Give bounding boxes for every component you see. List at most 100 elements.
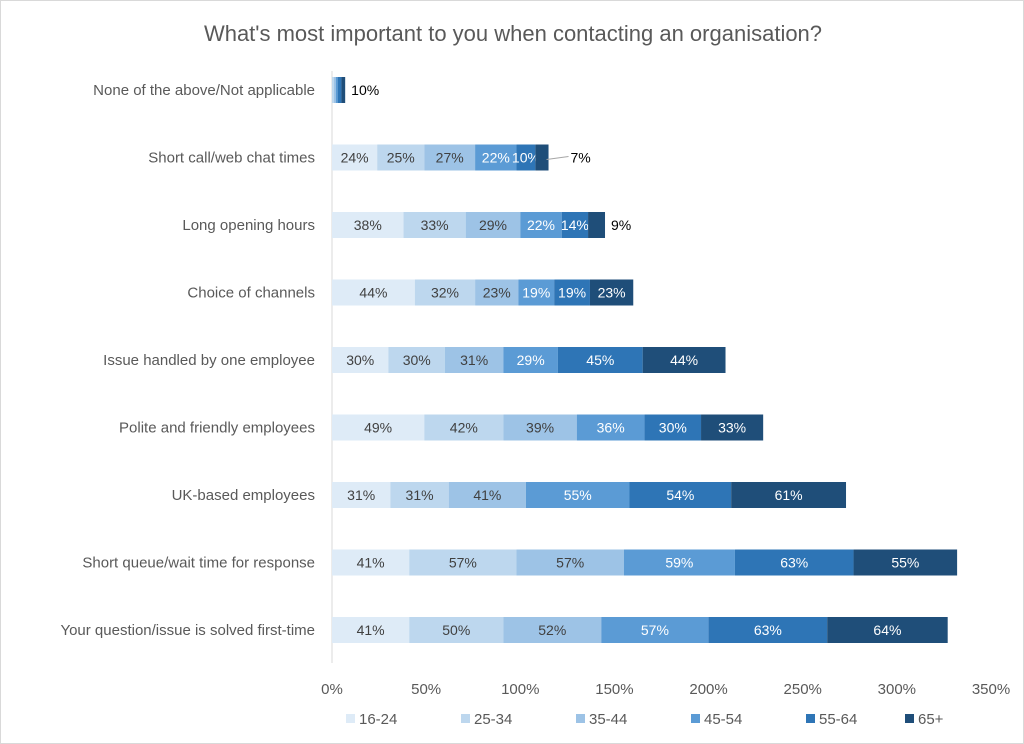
- category-label: Issue handled by one employee: [103, 352, 315, 369]
- bar-segment: [601, 617, 709, 643]
- data-label: 23%: [483, 285, 511, 301]
- data-label: 57%: [449, 555, 477, 571]
- bar-segment: [475, 279, 519, 306]
- data-label: 39%: [526, 420, 554, 436]
- legend-label: 25-34: [474, 711, 512, 728]
- data-label: 19%: [558, 285, 586, 301]
- category-label: Short call/web chat times: [148, 150, 315, 167]
- data-label: 25%: [387, 150, 415, 166]
- bar-segment: [332, 212, 404, 238]
- x-tick-label: 250%: [784, 681, 822, 698]
- bar-segment: [444, 347, 504, 373]
- data-label: 42%: [450, 420, 478, 436]
- data-label: 41%: [357, 622, 385, 638]
- data-label: 32%: [431, 285, 459, 301]
- data-label: 50%: [442, 622, 470, 638]
- data-label: 31%: [347, 487, 375, 503]
- bar-segment: [708, 617, 828, 643]
- bar-segment: [576, 414, 645, 441]
- data-label: 33%: [718, 420, 746, 436]
- bar-segment: [409, 549, 517, 576]
- bar-segment: [853, 549, 958, 576]
- outside-data-label: 7%: [571, 150, 591, 166]
- data-label: 57%: [556, 555, 584, 571]
- x-tick-label: 150%: [595, 681, 633, 698]
- data-label: 23%: [598, 285, 626, 301]
- bar-segment: [554, 279, 590, 306]
- bar-segment: [377, 144, 425, 171]
- legend-swatch: [806, 714, 815, 723]
- leader-line: [546, 156, 569, 160]
- data-label: 41%: [473, 487, 501, 503]
- bar-segment: [525, 482, 630, 508]
- data-label: 59%: [665, 555, 693, 571]
- bar-segment: [337, 77, 342, 103]
- data-label: 22%: [482, 150, 510, 166]
- legend-swatch: [576, 714, 585, 723]
- x-tick-label: 200%: [689, 681, 727, 698]
- bar-segment: [623, 549, 735, 576]
- data-label: 31%: [406, 487, 434, 503]
- legend-label: 65+: [918, 711, 944, 728]
- bar-segment: [335, 77, 338, 103]
- bar-segment: [403, 212, 466, 238]
- data-label: 30%: [403, 352, 431, 368]
- bar-segment: [332, 77, 334, 103]
- bar-segment: [516, 144, 536, 171]
- data-label: 54%: [666, 487, 694, 503]
- bar-segment: [388, 347, 445, 373]
- bar-segment: [332, 347, 389, 373]
- data-label: 19%: [522, 285, 550, 301]
- bar-segment: [535, 144, 549, 171]
- legend-swatch: [691, 714, 700, 723]
- category-label: Short queue/wait time for response: [82, 555, 315, 572]
- data-label: 10%: [512, 150, 540, 166]
- chart-title: What's most important to you when contac…: [204, 21, 822, 46]
- legend-swatch: [461, 714, 470, 723]
- bar-segment: [644, 414, 702, 441]
- category-label: Choice of channels: [187, 285, 315, 302]
- bar-segment: [503, 347, 558, 373]
- bar-segment: [557, 347, 643, 373]
- bar-segment: [518, 279, 555, 306]
- bar-segment: [333, 77, 336, 103]
- bar-segment: [390, 482, 449, 508]
- data-label: 63%: [754, 622, 782, 638]
- data-label: 45%: [586, 352, 614, 368]
- bar-segment: [332, 617, 410, 643]
- bar-segment: [731, 482, 847, 508]
- bar-segment: [465, 212, 521, 238]
- bar-segment: [503, 414, 577, 441]
- legend-label: 35-44: [589, 711, 627, 728]
- legend-swatch: [905, 714, 914, 723]
- data-label: 55%: [564, 487, 592, 503]
- data-label: 55%: [891, 555, 919, 571]
- category-label: UK-based employees: [172, 487, 315, 504]
- bar-segment: [475, 144, 517, 171]
- bar-segment: [561, 212, 589, 238]
- data-label: 44%: [359, 285, 387, 301]
- data-label: 14%: [561, 217, 589, 233]
- legend-label: 55-64: [819, 711, 857, 728]
- bar-segment: [424, 414, 504, 441]
- data-label: 63%: [780, 555, 808, 571]
- data-label: 57%: [641, 622, 669, 638]
- data-label: 49%: [364, 420, 392, 436]
- category-label: Your question/issue is solved first-time: [60, 622, 315, 639]
- bar-segment: [520, 212, 562, 238]
- bar-segment: [588, 212, 606, 238]
- outside-data-label: 9%: [611, 217, 631, 233]
- x-tick-label: 50%: [411, 681, 441, 698]
- data-label: 61%: [775, 487, 803, 503]
- legend-label: 16-24: [359, 711, 397, 728]
- data-label: 38%: [354, 217, 382, 233]
- data-label: 41%: [357, 555, 385, 571]
- data-label: 64%: [873, 622, 901, 638]
- x-tick-label: 350%: [972, 681, 1010, 698]
- bar-segment: [332, 414, 425, 441]
- bar-segment: [341, 77, 346, 103]
- bar-segment: [448, 482, 526, 508]
- bar-segment: [589, 279, 634, 306]
